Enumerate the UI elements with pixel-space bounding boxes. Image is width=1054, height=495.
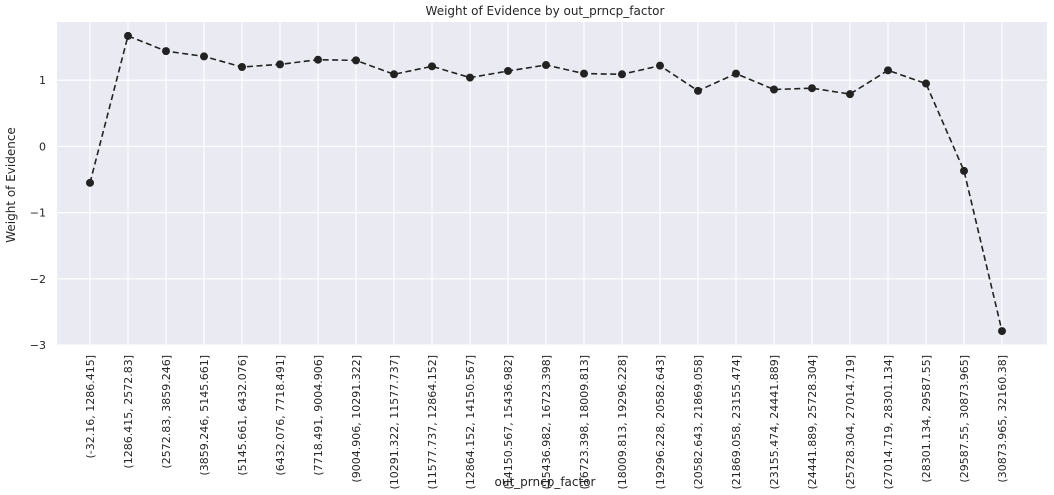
x-tick-label: (18009.813, 19296.228] [616, 355, 629, 490]
x-tick-label: (5145.661, 6432.076] [236, 355, 249, 476]
x-axis-ticks: (-32.16, 1286.415] (1286.415, 2572.83] (25… [84, 355, 1009, 490]
x-tick-label: (29587.55, 30873.965] [958, 355, 971, 483]
x-axis-label: out_prncp_factor [495, 475, 596, 489]
data-point [846, 90, 854, 99]
x-tick-label: (11577.737, 12864.152] [426, 355, 439, 490]
x-tick-label: (20582.643, 21869.058] [692, 355, 705, 490]
data-point [504, 66, 512, 75]
x-tick-label: (7718.491, 9004.906] [312, 355, 325, 476]
data-point [960, 166, 968, 175]
y-axis-ticks: 1 0 −1 −2 −3 [30, 74, 46, 352]
x-tick-label: (15436.982, 16723.398] [540, 355, 553, 490]
x-tick-label: (25728.304, 27014.719] [844, 355, 857, 490]
x-tick-label: (-32.16, 1286.415] [84, 355, 97, 459]
x-tick-label: (12864.152, 14150.567] [464, 355, 477, 490]
x-tick-label: (2572.83, 3859.246] [160, 355, 173, 469]
data-point [580, 69, 588, 78]
y-axis-label: Weight of Evidence [4, 127, 18, 243]
data-point [352, 56, 360, 65]
x-tick-label: (16723.398, 18009.813] [578, 355, 591, 490]
x-tick-label: (24441.889, 25728.304] [806, 355, 819, 490]
y-tick-label: 0 [39, 140, 46, 153]
data-point [656, 61, 664, 70]
y-tick-label: −1 [30, 207, 46, 220]
data-point [276, 60, 284, 69]
data-point [998, 327, 1006, 336]
data-point [542, 61, 550, 70]
x-tick-label: (14150.567, 15436.982] [502, 355, 515, 490]
data-point [694, 86, 702, 95]
data-point [200, 52, 208, 61]
x-tick-label: (19296.228, 20582.643] [654, 355, 667, 490]
x-tick-label: (27014.719, 28301.134] [882, 355, 895, 490]
x-tick-label: (3859.246, 5145.661] [198, 355, 211, 476]
series-woe [86, 31, 1006, 336]
data-point [314, 55, 322, 64]
data-point [124, 31, 132, 40]
y-tick-label: 1 [39, 74, 46, 87]
chart-title: Weight of Evidence by out_prncp_factor [426, 4, 665, 18]
x-tick-label: (28301.134, 29587.55] [920, 355, 933, 483]
data-point [466, 73, 474, 82]
data-point [428, 62, 436, 71]
data-point [618, 70, 626, 79]
x-tick-label: (30873.965, 32160.38] [996, 355, 1009, 483]
data-point [770, 85, 778, 94]
data-point [238, 63, 246, 72]
data-point [86, 178, 94, 187]
data-point [922, 79, 930, 88]
x-tick-label: (1286.415, 2572.83] [122, 355, 135, 469]
y-tick-label: −3 [30, 339, 46, 352]
x-tick-label: (10291.322, 11577.737] [388, 355, 401, 490]
data-point [162, 47, 170, 56]
data-point [884, 66, 892, 75]
plot-area [57, 22, 1047, 345]
data-point [808, 84, 816, 93]
x-tick-label: (21869.058, 23155.474] [730, 355, 743, 490]
x-tick-label: (6432.076, 7718.491] [274, 355, 287, 476]
data-point [732, 69, 740, 78]
data-point [390, 70, 398, 79]
x-tick-label: (23155.474, 24441.889] [768, 355, 781, 490]
y-tick-label: −2 [30, 273, 46, 286]
x-tick-label: (9004.906, 10291.322] [350, 355, 363, 483]
